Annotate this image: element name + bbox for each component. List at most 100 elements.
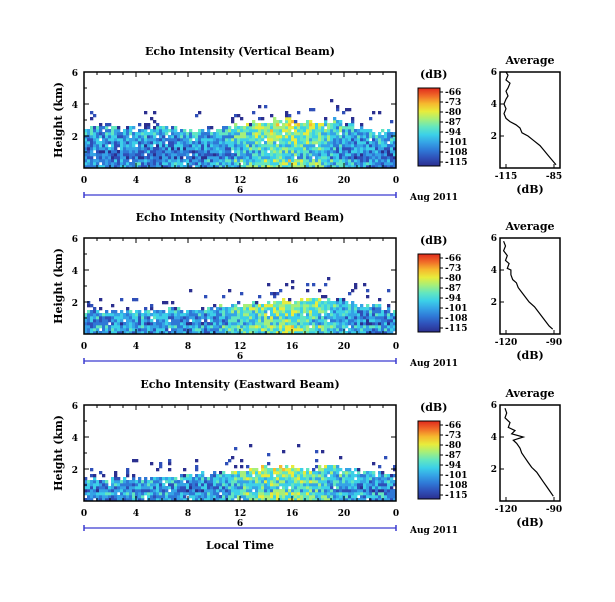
heatmap-cell	[228, 316, 232, 320]
heatmap-cell	[153, 328, 157, 332]
heatmap-cell	[294, 141, 298, 145]
heatmap-cell	[153, 165, 157, 168]
heatmap-cell	[165, 331, 169, 334]
heatmap-cell	[210, 489, 214, 493]
heatmap-cell	[204, 159, 208, 163]
colorbar-tick-label: -87	[445, 284, 461, 294]
heatmap-cell	[390, 325, 394, 329]
heatmap-cell	[327, 328, 331, 332]
heatmap-cell	[171, 144, 175, 148]
x-tick-label: 4	[133, 509, 139, 519]
heatmap-cell	[207, 310, 211, 314]
heatmap-cell	[282, 498, 286, 501]
heatmap-cell	[318, 159, 322, 163]
heatmap-cell	[315, 328, 319, 332]
heatmap-cell	[333, 141, 337, 145]
heatmap-cell	[285, 316, 289, 320]
heatmap-cell	[327, 147, 331, 151]
heatmap-cell	[138, 159, 142, 163]
heatmap-cell	[126, 126, 130, 130]
heatmap-cell	[195, 489, 199, 493]
heatmap-cell	[195, 319, 199, 323]
heatmap-cell	[273, 331, 277, 334]
heatmap-cell	[264, 150, 268, 154]
heatmap-cell	[255, 144, 259, 148]
heatmap-cell	[360, 135, 364, 139]
heatmap-cell	[249, 498, 253, 501]
heatmap-cell	[378, 135, 382, 139]
heatmap-cell	[138, 328, 142, 332]
heatmap-cell	[288, 301, 292, 305]
heatmap-cell	[249, 165, 253, 168]
heatmap-cell	[195, 325, 199, 329]
heatmap-cell	[363, 331, 367, 334]
heatmap-cell	[126, 159, 130, 163]
heatmap-cell	[120, 141, 124, 145]
heatmap-cell	[213, 322, 217, 326]
colorbar-tick-label: -80	[445, 108, 461, 118]
heatmap-cell	[336, 468, 340, 472]
heatmap-cell	[138, 153, 142, 157]
heatmap-cell	[132, 316, 136, 320]
heatmap-cell	[291, 165, 295, 168]
heatmap-cell	[276, 144, 280, 148]
heatmap-cell	[210, 477, 214, 481]
heatmap-cell	[183, 498, 187, 501]
heatmap-cell	[102, 480, 106, 484]
heatmap-cell	[108, 123, 112, 127]
heatmap-cell	[339, 474, 343, 478]
heatmap-cell	[159, 480, 163, 484]
heatmap-cell	[264, 147, 268, 151]
heatmap-cell	[159, 313, 163, 317]
heatmap-cell	[144, 310, 148, 314]
heatmap-cell	[237, 144, 241, 148]
heatmap-cell	[252, 486, 256, 490]
heatmap-cell	[243, 316, 247, 320]
heatmap-cell	[306, 141, 310, 145]
heatmap-cell	[327, 277, 331, 281]
heatmap-cell	[261, 126, 265, 130]
heatmap-cell	[351, 477, 355, 481]
heatmap-cell	[96, 489, 100, 493]
heatmap-cell	[390, 477, 394, 481]
heatmap-cell	[357, 307, 361, 311]
heatmap-cell	[363, 319, 367, 323]
heatmap-cell	[354, 310, 358, 314]
heatmap-cell	[99, 331, 103, 334]
heatmap-cell	[210, 322, 214, 326]
heatmap-cell	[357, 153, 361, 157]
heatmap-cell	[117, 153, 121, 157]
heatmap-cell	[294, 159, 298, 163]
heatmap-cell	[252, 120, 256, 124]
heatmap-cell	[288, 322, 292, 326]
heatmap-cell	[153, 135, 157, 139]
heatmap-cell	[279, 132, 283, 136]
heatmap-cell	[312, 132, 316, 136]
heatmap-cell	[369, 328, 373, 332]
heatmap-cell	[342, 325, 346, 329]
heatmap-cell	[273, 135, 277, 139]
heatmap-cell	[294, 123, 298, 127]
heatmap-cell	[270, 159, 274, 163]
heatmap-cell	[288, 495, 292, 499]
heatmap-cell	[393, 498, 396, 501]
heatmap-cell	[393, 492, 396, 496]
heatmap-cell	[219, 138, 223, 142]
heatmap-cell	[93, 316, 97, 320]
heatmap-cell	[276, 325, 280, 329]
heatmap-cell	[90, 489, 94, 493]
heatmap-cell	[357, 141, 361, 145]
heatmap-cell	[378, 159, 382, 163]
heatmap-cell	[150, 141, 154, 145]
heatmap-cell	[261, 325, 265, 329]
heatmap-cell	[363, 480, 367, 484]
heatmap-cell	[231, 498, 235, 501]
heatmap-cell	[117, 495, 121, 499]
heatmap-cell	[303, 492, 307, 496]
heatmap-cell	[156, 159, 160, 163]
heatmap-cell	[309, 328, 313, 332]
heatmap-cell	[168, 468, 172, 472]
heatmap-cell	[279, 135, 283, 139]
heatmap-cell	[162, 328, 166, 332]
heatmap-cell	[297, 498, 301, 501]
